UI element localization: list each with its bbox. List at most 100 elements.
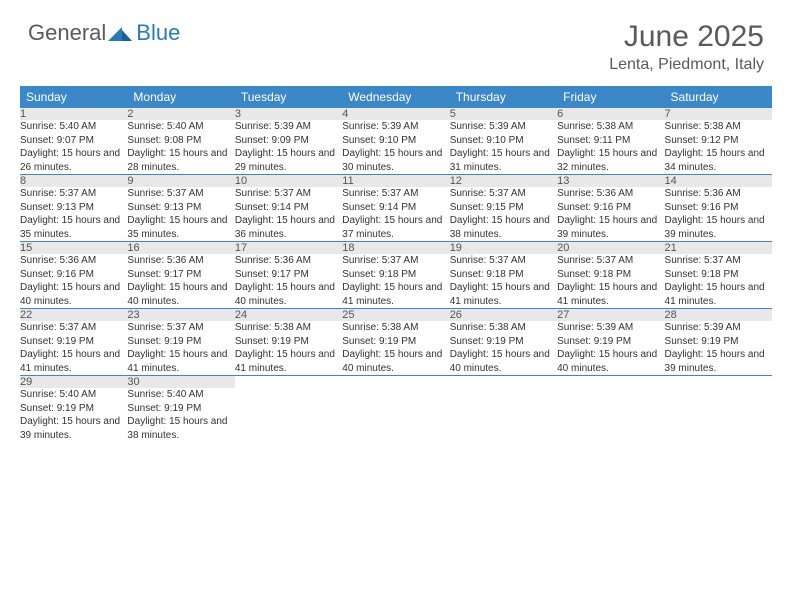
day-number: 5 xyxy=(450,108,557,120)
sunset-text: Sunset: 9:13 PM xyxy=(127,201,234,215)
day-cell: Sunrise: 5:37 AMSunset: 9:14 PMDaylight:… xyxy=(342,187,449,242)
daylight-text: Daylight: 15 hours and 39 minutes. xyxy=(665,214,772,241)
weekday-header: Saturday xyxy=(665,86,772,108)
sunrise-text: Sunrise: 5:37 AM xyxy=(450,254,557,268)
day-cell: Sunrise: 5:38 AMSunset: 9:12 PMDaylight:… xyxy=(665,120,772,175)
daynum-row: 22232425262728 xyxy=(20,309,772,322)
sunrise-text: Sunrise: 5:37 AM xyxy=(342,187,449,201)
day-number: 19 xyxy=(450,242,557,255)
day-cell: Sunrise: 5:39 AMSunset: 9:19 PMDaylight:… xyxy=(557,321,664,376)
daynum-row: 891011121314 xyxy=(20,175,772,188)
sunset-text: Sunset: 9:18 PM xyxy=(450,268,557,282)
day-cell: Sunrise: 5:36 AMSunset: 9:17 PMDaylight:… xyxy=(127,254,234,309)
logo-text-blue: Blue xyxy=(136,20,180,46)
day-cell: Sunrise: 5:36 AMSunset: 9:16 PMDaylight:… xyxy=(20,254,127,309)
day-number xyxy=(557,376,664,389)
day-number: 27 xyxy=(557,309,664,322)
day-cell: Sunrise: 5:37 AMSunset: 9:19 PMDaylight:… xyxy=(127,321,234,376)
sunset-text: Sunset: 9:14 PM xyxy=(342,201,449,215)
sunset-text: Sunset: 9:19 PM xyxy=(557,335,664,349)
day-cell: Sunrise: 5:37 AMSunset: 9:18 PMDaylight:… xyxy=(450,254,557,309)
sunrise-text: Sunrise: 5:39 AM xyxy=(342,120,449,134)
sunrise-text: Sunrise: 5:39 AM xyxy=(557,321,664,335)
daylight-text: Daylight: 15 hours and 30 minutes. xyxy=(342,147,449,174)
sunset-text: Sunset: 9:08 PM xyxy=(127,134,234,148)
sunrise-text: Sunrise: 5:40 AM xyxy=(127,388,234,402)
day-number: 22 xyxy=(20,309,127,322)
day-number xyxy=(342,376,449,389)
daylight-text: Daylight: 15 hours and 41 minutes. xyxy=(665,281,772,308)
day-number: 16 xyxy=(127,242,234,255)
daylight-text: Daylight: 15 hours and 35 minutes. xyxy=(20,214,127,241)
sunset-text: Sunset: 9:19 PM xyxy=(20,335,127,349)
daylight-text: Daylight: 15 hours and 38 minutes. xyxy=(127,415,234,442)
day-cell xyxy=(557,388,664,442)
sunrise-text: Sunrise: 5:38 AM xyxy=(557,120,664,134)
weekday-header: Wednesday xyxy=(342,86,449,108)
sunrise-text: Sunrise: 5:37 AM xyxy=(235,187,342,201)
daylight-text: Daylight: 15 hours and 41 minutes. xyxy=(20,348,127,375)
sunrise-text: Sunrise: 5:37 AM xyxy=(127,187,234,201)
sunset-text: Sunset: 9:18 PM xyxy=(665,268,772,282)
day-cell: Sunrise: 5:40 AMSunset: 9:07 PMDaylight:… xyxy=(20,120,127,175)
day-number: 11 xyxy=(342,175,449,188)
day-number: 7 xyxy=(665,108,772,120)
day-number: 6 xyxy=(557,108,664,120)
day-cell: Sunrise: 5:39 AMSunset: 9:09 PMDaylight:… xyxy=(235,120,342,175)
day-cell: Sunrise: 5:40 AMSunset: 9:19 PMDaylight:… xyxy=(20,388,127,442)
daylight-text: Daylight: 15 hours and 41 minutes. xyxy=(557,281,664,308)
sunset-text: Sunset: 9:19 PM xyxy=(342,335,449,349)
day-number: 18 xyxy=(342,242,449,255)
day-cell xyxy=(450,388,557,442)
day-cell: Sunrise: 5:40 AMSunset: 9:08 PMDaylight:… xyxy=(127,120,234,175)
sunset-text: Sunset: 9:16 PM xyxy=(20,268,127,282)
daylight-text: Daylight: 15 hours and 40 minutes. xyxy=(127,281,234,308)
daylight-text: Daylight: 15 hours and 38 minutes. xyxy=(450,214,557,241)
weekday-header: Sunday xyxy=(20,86,127,108)
daylight-text: Daylight: 15 hours and 39 minutes. xyxy=(20,415,127,442)
sunrise-text: Sunrise: 5:38 AM xyxy=(450,321,557,335)
month-title: June 2025 xyxy=(609,20,764,54)
day-number xyxy=(665,376,772,389)
sunset-text: Sunset: 9:16 PM xyxy=(665,201,772,215)
logo-text-general: General xyxy=(28,20,106,46)
day-cell: Sunrise: 5:37 AMSunset: 9:14 PMDaylight:… xyxy=(235,187,342,242)
day-number: 28 xyxy=(665,309,772,322)
day-number: 30 xyxy=(127,376,234,389)
sunrise-text: Sunrise: 5:39 AM xyxy=(235,120,342,134)
daylight-text: Daylight: 15 hours and 39 minutes. xyxy=(557,214,664,241)
day-number: 14 xyxy=(665,175,772,188)
daylight-text: Daylight: 15 hours and 40 minutes. xyxy=(342,348,449,375)
day-cell: Sunrise: 5:39 AMSunset: 9:10 PMDaylight:… xyxy=(450,120,557,175)
day-cell: Sunrise: 5:38 AMSunset: 9:11 PMDaylight:… xyxy=(557,120,664,175)
sunrise-text: Sunrise: 5:40 AM xyxy=(20,388,127,402)
daylight-text: Daylight: 15 hours and 36 minutes. xyxy=(235,214,342,241)
sunrise-text: Sunrise: 5:36 AM xyxy=(127,254,234,268)
daylight-text: Daylight: 15 hours and 34 minutes. xyxy=(665,147,772,174)
day-cell: Sunrise: 5:38 AMSunset: 9:19 PMDaylight:… xyxy=(342,321,449,376)
sunset-text: Sunset: 9:19 PM xyxy=(665,335,772,349)
day-number xyxy=(450,376,557,389)
daylight-text: Daylight: 15 hours and 40 minutes. xyxy=(557,348,664,375)
sunrise-text: Sunrise: 5:36 AM xyxy=(665,187,772,201)
sunrise-text: Sunrise: 5:38 AM xyxy=(235,321,342,335)
daybody-row: Sunrise: 5:37 AMSunset: 9:19 PMDaylight:… xyxy=(20,321,772,376)
location: Lenta, Piedmont, Italy xyxy=(609,56,764,74)
day-cell: Sunrise: 5:37 AMSunset: 9:19 PMDaylight:… xyxy=(20,321,127,376)
sunset-text: Sunset: 9:19 PM xyxy=(450,335,557,349)
daylight-text: Daylight: 15 hours and 31 minutes. xyxy=(450,147,557,174)
daylight-text: Daylight: 15 hours and 26 minutes. xyxy=(20,147,127,174)
sunset-text: Sunset: 9:18 PM xyxy=(342,268,449,282)
day-number xyxy=(235,376,342,389)
day-cell: Sunrise: 5:36 AMSunset: 9:16 PMDaylight:… xyxy=(665,187,772,242)
daylight-text: Daylight: 15 hours and 40 minutes. xyxy=(450,348,557,375)
day-cell: Sunrise: 5:36 AMSunset: 9:16 PMDaylight:… xyxy=(557,187,664,242)
day-cell: Sunrise: 5:38 AMSunset: 9:19 PMDaylight:… xyxy=(235,321,342,376)
daylight-text: Daylight: 15 hours and 40 minutes. xyxy=(20,281,127,308)
sunset-text: Sunset: 9:10 PM xyxy=(450,134,557,148)
sunrise-text: Sunrise: 5:37 AM xyxy=(557,254,664,268)
sunset-text: Sunset: 9:14 PM xyxy=(235,201,342,215)
sunset-text: Sunset: 9:07 PM xyxy=(20,134,127,148)
daylight-text: Daylight: 15 hours and 41 minutes. xyxy=(450,281,557,308)
day-cell: Sunrise: 5:37 AMSunset: 9:13 PMDaylight:… xyxy=(127,187,234,242)
